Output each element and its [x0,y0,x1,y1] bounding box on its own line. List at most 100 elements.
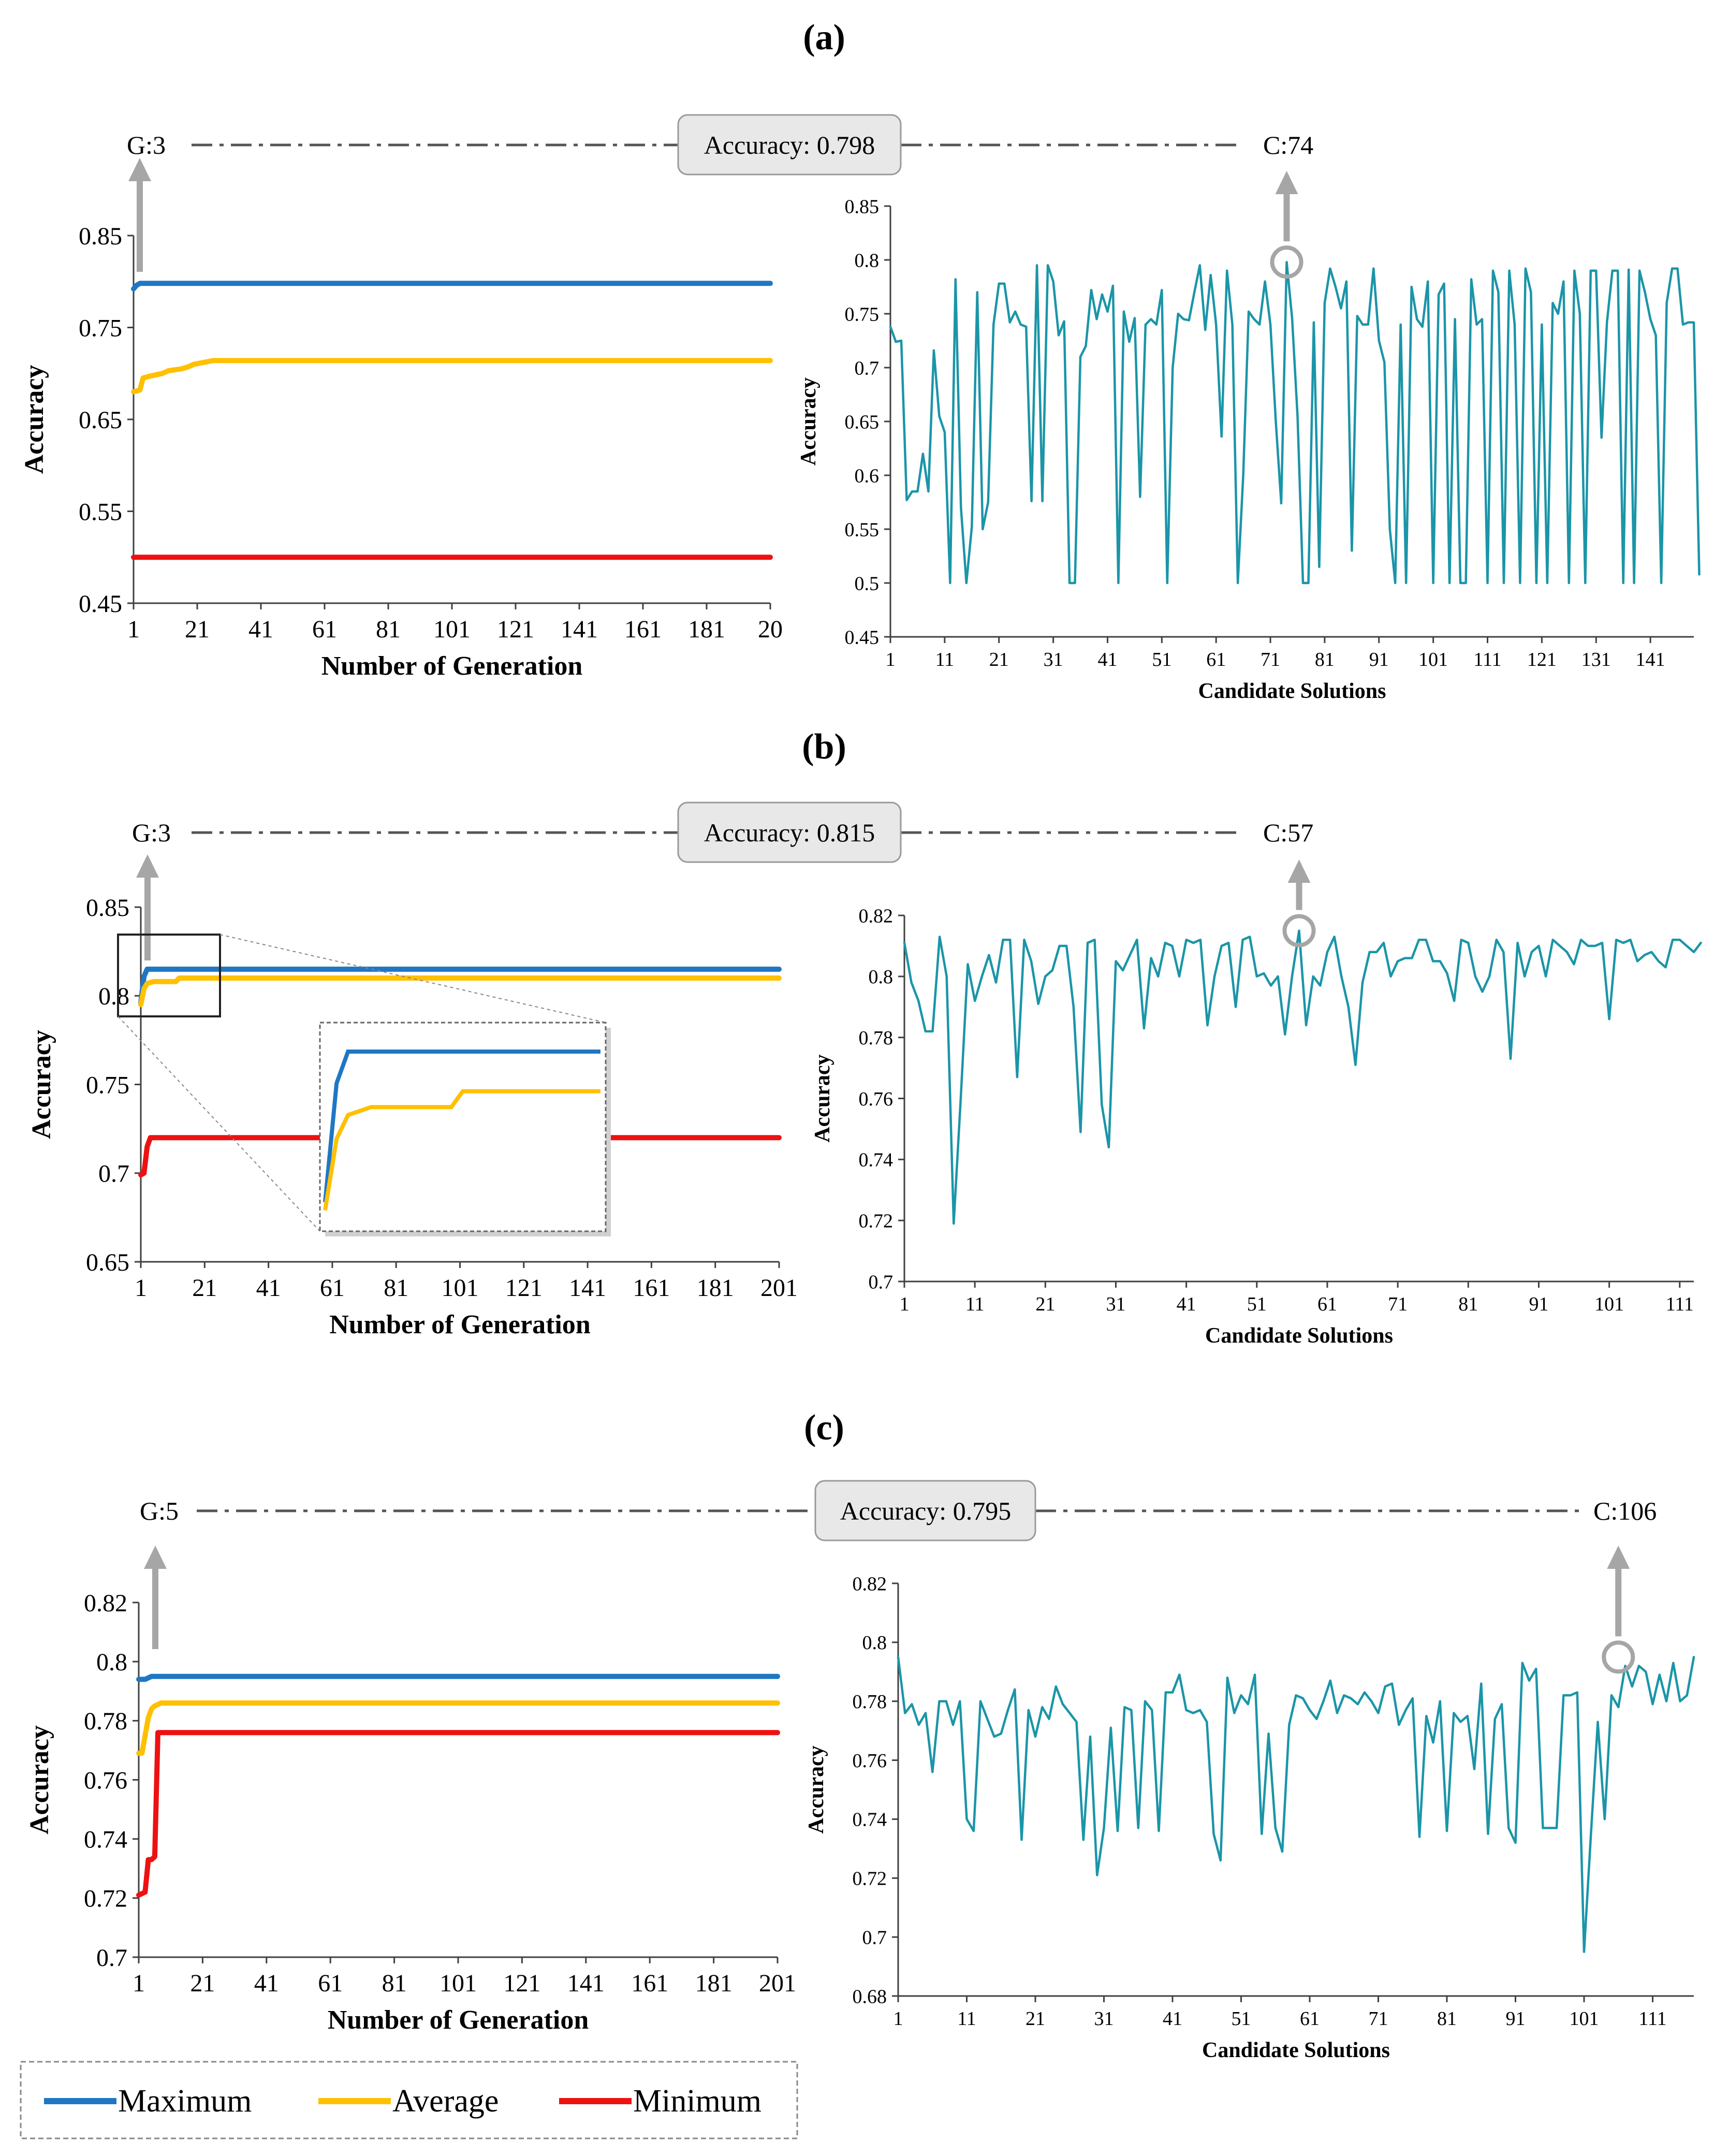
y-tick-label: 0.82 [853,1573,887,1595]
x-tick-label: 41 [256,1274,281,1302]
x-tick-label: 51 [1232,2008,1251,2030]
legend-label-minimum: Minimum [633,2084,761,2119]
y-tick-label: 0.8 [869,966,893,988]
x-tick-label: 41 [254,1970,279,1997]
y-tick-label: 0.68 [853,1986,887,2007]
chart-b-candidates: 0.70.720.740.760.780.80.821 11 21 31 41 51 61 7… [811,860,1702,1348]
panel-label-a: (a) [803,18,845,57]
series-line-maximum [131,281,773,292]
y-tick-label: 0.45 [845,627,880,648]
x-tick-label: 1 [127,616,140,643]
panel-label-b: (b) [802,727,846,767]
best-candidate-circle [1602,1640,1635,1674]
x-tick-label: 41 [1097,649,1117,671]
x-tick-label: 101 [433,616,471,643]
y-tick-label: 0.78 [853,1691,887,1713]
y-axis-label: Accuracy [811,1054,834,1142]
y-tick-label: 0.65 [845,411,880,433]
y-tick-label: 0.7 [96,1944,127,1972]
x-tick-label: 71 [1369,2008,1388,2030]
y-tick-label: 0.76 [84,1767,127,1794]
y-tick-label: 0.65 [86,1249,129,1276]
x-tick-label: 1 [133,1970,145,1997]
y-tick-label: 0.75 [86,1071,129,1099]
x-tick-label: 111 [1473,649,1501,671]
x-tick-label: 1 [893,2008,903,2030]
y-tick-label: 0.78 [859,1027,893,1049]
best-candidate-circle [1282,914,1316,948]
x-tick-label: 11 [935,649,955,671]
legend-label-average: Average [392,2084,499,2119]
x-tick-label: 101 [442,1274,479,1302]
x-tick-label: 91 [1529,1293,1548,1315]
x-tick-label: 121 [505,1274,543,1302]
x-tick-label: 81 [1315,649,1335,671]
y-tick-label: 0.45 [79,590,122,618]
x-tick-label: 61 [318,1970,343,1997]
y-axis-label: Accuracy [20,365,49,474]
x-tick-label: 51 [1152,649,1171,671]
chart-a-candidates: 0.450.50.550.60.650.70.750.80.851 11 21 31 4… [797,171,1701,703]
x-tick-label: 61 [1317,1293,1337,1315]
x-tick-label: 1 [135,1274,147,1302]
x-tick-label: 121 [503,1970,540,1997]
accuracy-box-a [677,114,902,176]
x-tick-label: 111 [1666,1293,1694,1315]
accuracy-label-b: Accuracy: 0.815 [704,818,875,847]
x-tick-label: 141 [1636,649,1665,671]
accuracy-label-a: Accuracy: 0.798 [704,130,875,159]
x-tick-label: 201 [760,1274,798,1302]
y-tick-label: 0.85 [845,196,880,217]
y-tick-label: 0.7 [855,357,880,379]
annotation-layer: (a) (b) (c) G:3 Accuracy: 0.798 C:74 G:3… [20,18,1657,2139]
y-tick-label: 0.55 [845,519,880,541]
x-tick-label: 41 [1163,2008,1182,2030]
series-line-average [131,358,773,395]
best-candidate-circle [1270,245,1303,279]
x-tick-label: 61 [320,1274,345,1302]
x-tick-label: 101 [1418,649,1448,671]
zoom-guide-bottom [118,1016,320,1232]
x-tick-label: 141 [569,1274,606,1302]
generation-arrow-head [136,854,159,878]
x-tick-label: 61 [1300,2008,1320,2030]
x-tick-label: 201 [759,1970,796,1997]
x-tick-label: 21 [1035,1293,1055,1315]
y-axis-label: Accuracy [27,1030,56,1139]
x-tick-label: 71 [1388,1293,1408,1315]
x-tick-label: 161 [631,1970,668,1997]
series-line-average [138,975,782,1008]
y-tick-label: 0.8 [855,250,880,271]
x-tick-label: 31 [1094,2008,1114,2030]
y-tick-label: 0.76 [853,1750,887,1772]
series-line-maximum [138,966,782,1006]
zoom-inset-frame [319,1022,607,1232]
x-tick-label: 161 [624,616,662,643]
x-tick-label: 11 [965,1293,985,1315]
zoom-inset [117,934,611,1236]
y-axis-label: Accuracy [25,1725,54,1834]
x-axis-label: Candidate Solutions [1202,2038,1390,2062]
y-tick-label: 0.75 [79,314,122,342]
series-line-average [136,1700,780,1756]
y-tick-label: 0.8 [862,1632,887,1654]
x-tick-label: 181 [697,1274,734,1302]
legend-box [20,2061,798,2139]
x-tick-label: 61 [312,616,337,643]
x-axis-label: Number of Generation [321,651,583,681]
x-tick-label: 1 [900,1293,910,1315]
y-tick-label: 0.78 [84,1708,127,1735]
x-tick-label: 41 [1177,1293,1196,1315]
x-tick-label: 21 [190,1970,215,1997]
y-tick-label: 0.7 [98,1160,129,1188]
zoom-source-box [117,934,221,1017]
chart-a-generation: 0.450.550.650.750.851 21 41 61 81 101 121 141 16… [20,223,783,681]
series-line-candidate [903,929,1702,1225]
generation-arrow-head [144,1546,167,1569]
x-tick-label: 181 [688,616,725,643]
y-tick-label: 0.74 [859,1149,893,1171]
x-axis-label: Candidate Solutions [1198,679,1386,703]
x-axis-label: Number of Generation [329,1310,591,1339]
x-tick-label: 141 [561,616,598,643]
